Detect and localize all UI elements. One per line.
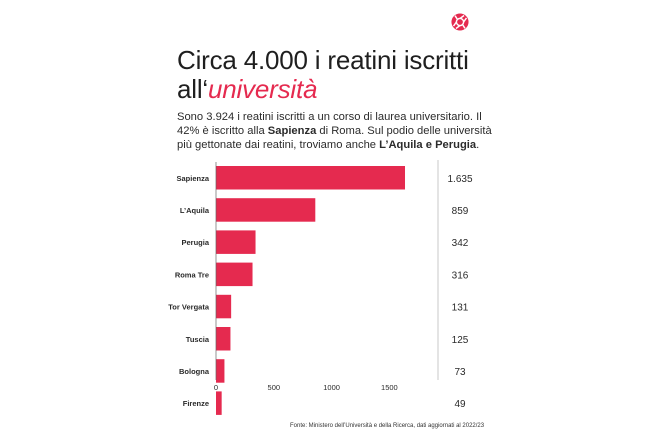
value-label: 1.635	[447, 174, 472, 185]
subtitle-bold2: L’Aquila e Perugia	[379, 139, 477, 151]
page-title: Circa 4.000 i reatini iscritti all‘unive…	[177, 46, 507, 104]
subtitle: Sono 3.924 i reatini iscritti a un corso…	[177, 110, 507, 152]
bar	[216, 262, 253, 287]
category-label: Perugia	[181, 238, 209, 247]
bar	[216, 166, 406, 190]
subtitle-bold1: Sapienza	[267, 125, 317, 137]
bar	[216, 294, 232, 319]
value-label: 131	[452, 303, 469, 314]
bar	[216, 327, 231, 351]
category-label: L’Aquila	[180, 206, 210, 215]
subtitle-part1: Sono 3.924 i reatini iscritti a un corso…	[177, 111, 482, 137]
title-line2-prefix: all‘	[177, 74, 208, 104]
value-label: 49	[454, 399, 466, 410]
bar	[216, 359, 225, 383]
aperture-icon	[451, 13, 469, 31]
category-label: Sapienza	[176, 174, 209, 183]
value-label: 125	[452, 335, 469, 346]
value-label: 316	[452, 270, 469, 281]
category-label: Tuscia	[186, 335, 210, 344]
source-note: Fonte: Ministero dell’Università e della…	[290, 423, 485, 429]
title-line2-accent: università	[208, 74, 318, 104]
x-tick-label: 1000	[323, 383, 340, 392]
value-label: 73	[454, 367, 466, 378]
value-label: 859	[452, 206, 469, 217]
bar	[216, 391, 222, 415]
x-tick-label: 0	[214, 383, 218, 392]
bar	[216, 198, 316, 222]
subtitle-part3: .	[476, 139, 480, 151]
value-label: 342	[452, 238, 469, 249]
bar	[216, 230, 256, 254]
category-label: Firenze	[183, 399, 209, 408]
title-line1: Circa 4.000 i reatini iscritti	[177, 45, 469, 75]
category-label: Tor Vergata	[168, 303, 210, 312]
x-tick-label: 1500	[381, 383, 398, 392]
subtitle-part2: di Roma. Sul podio delle università più …	[177, 125, 492, 151]
category-label: Roma Tre	[175, 270, 209, 279]
x-tick-label: 500	[268, 383, 281, 392]
category-label: Bologna	[179, 367, 210, 376]
